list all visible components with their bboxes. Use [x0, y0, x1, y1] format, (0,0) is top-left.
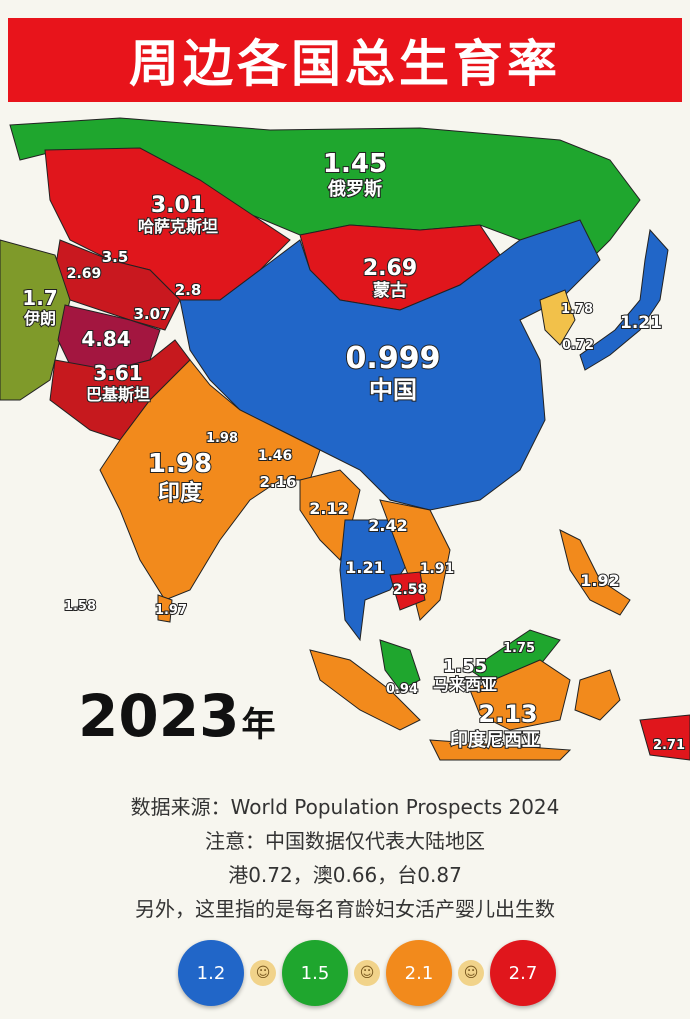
- label-china-value: 0.999: [346, 341, 441, 376]
- legend-dot-blue: 1.2: [178, 940, 244, 1006]
- label-pakistan-value: 3.61: [93, 361, 142, 385]
- label-value: 4.84: [81, 327, 130, 351]
- label-value: 1.46: [258, 448, 293, 464]
- label-value: 1.91: [420, 561, 455, 577]
- label-value: 1.98: [206, 431, 238, 446]
- year-value: 2023: [78, 682, 240, 750]
- label-indonesia-name: 印度尼西亚: [450, 729, 540, 751]
- fertility-map: 1.45 俄罗斯 3.01 哈萨克斯坦 2.69 蒙古 0.999 中国 1.7…: [0, 117, 690, 761]
- label-china-name: 中国: [369, 376, 417, 404]
- region-papua: [639, 714, 690, 761]
- baby-icon: ☺: [250, 960, 276, 986]
- source-note: 数据来源：World Population Prospects 2024: [130, 795, 560, 819]
- label-india-name: 印度: [158, 480, 203, 506]
- label-value: 2.12: [309, 499, 348, 518]
- label-value: 3.5: [102, 248, 129, 266]
- year-label: 2023年: [78, 682, 275, 750]
- region-korea: [539, 289, 576, 346]
- label-indonesia-value: 2.13: [478, 700, 537, 728]
- label-value: 1.78: [561, 302, 593, 317]
- baby-icon: ☺: [354, 960, 380, 986]
- label-malaysia-value: 1.55: [443, 656, 487, 677]
- label-mongolia-name: 蒙古: [373, 280, 407, 301]
- label-value: 2.71: [653, 738, 685, 753]
- mainland-note: 注意：中国数据仅代表大陆地区: [205, 829, 485, 853]
- label-mongolia-value: 2.69: [363, 256, 417, 281]
- year-suffix: 年: [241, 705, 276, 745]
- region-japan: [579, 228, 669, 371]
- label-value: 2.8: [175, 281, 202, 299]
- label-value: 1.92: [580, 571, 619, 590]
- page-title: 周边各国总生育率: [129, 35, 561, 93]
- regions-note: 港0.72，澳0.66，台0.87: [228, 863, 462, 887]
- definition-note: 另外，这里指的是每名育龄妇女活产婴儿出生数: [135, 897, 555, 921]
- baby-icon: ☺: [458, 960, 484, 986]
- title-banner: 周边各国总生育率: [8, 18, 682, 102]
- legend: 1.2 ☺ 1.5 ☺ 2.1 ☺ 2.7: [178, 940, 556, 1006]
- label-pakistan-name: 巴基斯坦: [86, 385, 150, 404]
- label-value: 1.58: [64, 599, 96, 614]
- legend-dot-red: 2.7: [490, 940, 556, 1006]
- region-philippines: [559, 529, 631, 616]
- label-kazakhstan-value: 3.01: [151, 193, 205, 218]
- label-kazakhstan-name: 哈萨克斯坦: [138, 217, 218, 236]
- label-value: 1.21: [345, 558, 384, 577]
- label-value: 1.97: [155, 603, 187, 618]
- label-value: 1.75: [503, 641, 535, 656]
- label-value: 2.69: [67, 266, 102, 282]
- legend-dot-green: 1.5: [282, 940, 348, 1006]
- label-russia-name: 俄罗斯: [327, 178, 382, 200]
- label-value: 1.21: [620, 313, 662, 333]
- region-cambodia: [389, 571, 426, 611]
- label-value: 0.72: [562, 338, 594, 353]
- label-iran-name: 伊朗: [23, 309, 56, 328]
- label-malaysia-name: 马来西亚: [433, 675, 497, 694]
- label-india-value: 1.98: [148, 449, 212, 479]
- label-value: 2.42: [368, 516, 407, 535]
- region-indonesia: [309, 649, 621, 761]
- label-value: 2.58: [393, 582, 428, 598]
- region-sri-lanka: [157, 594, 173, 623]
- label-value: 0.94: [386, 682, 418, 697]
- notes: 数据来源：World Population Prospects 2024 注意：…: [0, 790, 690, 926]
- label-iran-value: 1.7: [22, 286, 57, 310]
- legend-dot-orange: 2.1: [386, 940, 452, 1006]
- label-value: 2.16: [259, 473, 296, 491]
- label-value: 3.07: [133, 305, 170, 323]
- label-russia-value: 1.45: [323, 149, 387, 179]
- region-indochina: [379, 499, 451, 621]
- region-india: [99, 359, 321, 601]
